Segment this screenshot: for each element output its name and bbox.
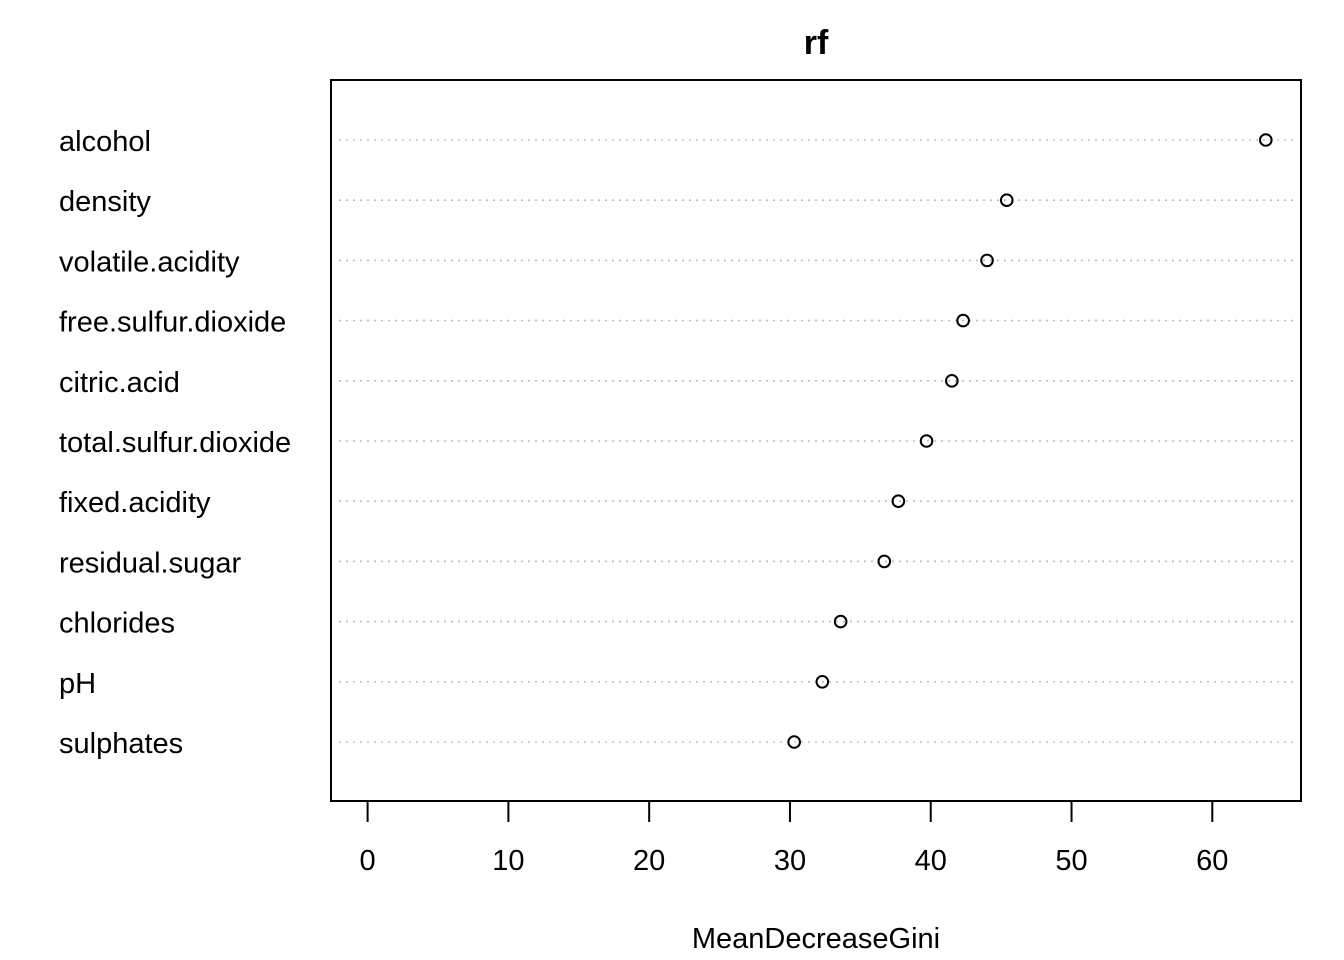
data-point — [891, 494, 906, 509]
category-label: chlorides — [59, 608, 175, 640]
data-point — [999, 193, 1014, 207]
data-point — [877, 554, 892, 569]
category-label: total.sulfur.dioxide — [59, 427, 291, 459]
x-tick-label: 10 — [492, 845, 524, 877]
x-axis-label: MeanDecreaseGini — [692, 923, 940, 955]
data-point — [980, 253, 994, 268]
x-axis: 0 10 20 30 40 50 60 — [360, 800, 1228, 877]
category-label: fixed.acidity — [59, 487, 211, 519]
category-label: citric.acid — [59, 367, 180, 399]
category-label: sulphates — [59, 728, 183, 760]
category-label: pH — [59, 668, 96, 700]
data-point — [945, 374, 959, 388]
data-point — [833, 614, 848, 629]
data-point — [815, 675, 830, 689]
category-label: volatile.acidity — [59, 246, 240, 278]
data-point — [919, 434, 934, 448]
grid-lines — [339, 139, 1293, 743]
category-label: free.sulfur.dioxide — [59, 307, 286, 339]
category-label: density — [59, 186, 151, 218]
x-tick-label: 0 — [360, 845, 376, 877]
x-tick-label: 30 — [774, 845, 806, 877]
x-tick-label: 20 — [633, 845, 665, 877]
data-points — [787, 133, 1273, 749]
category-label: residual.sugar — [59, 547, 241, 579]
data-point — [956, 313, 970, 328]
data-point — [787, 735, 801, 749]
data-point — [1259, 133, 1273, 147]
chart-title: rf — [804, 24, 829, 62]
category-label: alcohol — [59, 126, 151, 158]
x-tick-label: 40 — [915, 845, 947, 877]
category-labels: alcohol density volatile.acidity free.sulfu… — [59, 126, 291, 760]
x-tick-label: 50 — [1055, 845, 1087, 877]
x-tick-label: 60 — [1196, 845, 1228, 877]
